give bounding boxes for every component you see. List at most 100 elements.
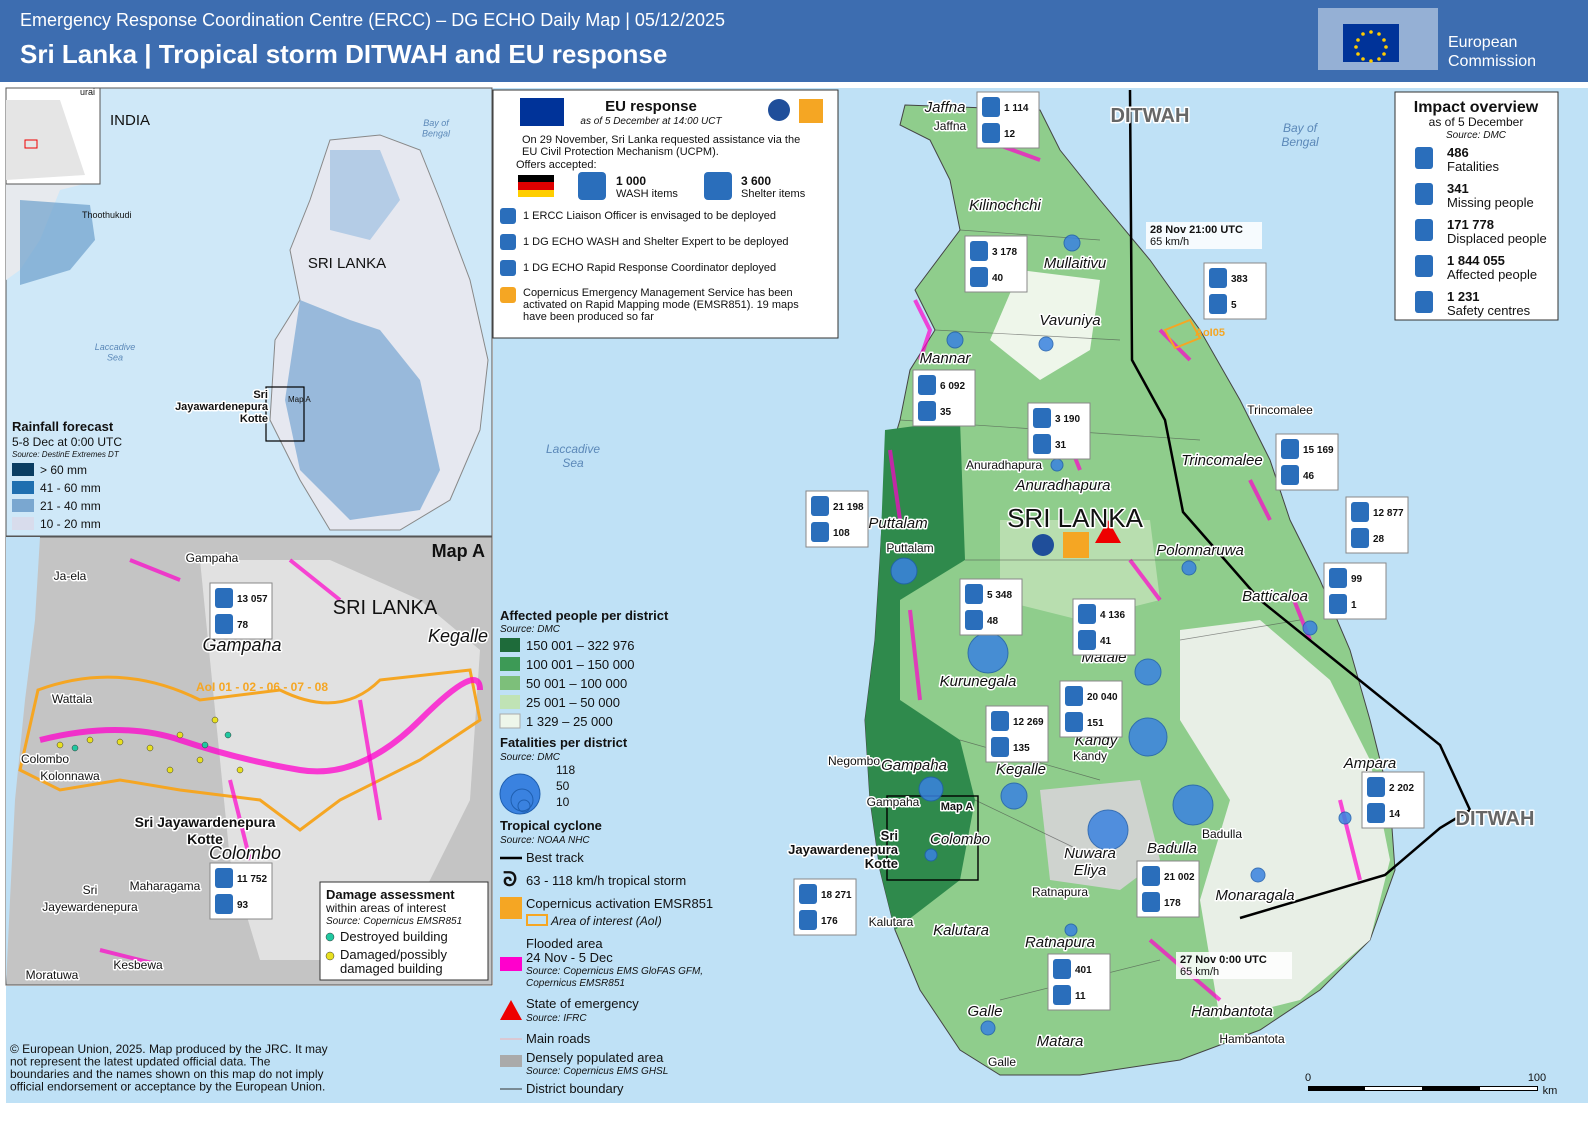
header-title: Sri Lanka | Tropical storm DITWAH and EU… [20, 39, 667, 69]
callout: 21 002 178 [1136, 860, 1200, 918]
shelter-icon [1281, 465, 1299, 485]
svg-text:ᘐ: ᘐ [503, 869, 517, 891]
map-a-aoi: AoI 01 - 02 - 06 - 07 - 08 [196, 680, 328, 694]
inset-place: Thoothukudi [82, 210, 132, 220]
shelter-icon [1351, 528, 1369, 548]
displaced-icon [1367, 777, 1385, 797]
city-label: Anuradhapura [966, 458, 1042, 472]
shelter-value: 46 [1303, 471, 1315, 482]
impact-source: Source: DMC [1446, 130, 1507, 141]
shelter-icon [215, 894, 233, 914]
scale-label: 100 [1528, 1072, 1546, 1084]
displaced-icon [215, 868, 233, 888]
callout: 6 092 35 [912, 369, 976, 427]
shelter-icon [1142, 892, 1160, 912]
district-label: Colombo [930, 831, 990, 848]
legend-swatches: ᘐ [499, 638, 548, 1090]
shelter-value: 41 [1100, 636, 1112, 647]
city-label: Gampaha [867, 795, 920, 809]
inset-bay: Bengal [422, 128, 451, 138]
shelter-value: 12 [1004, 129, 1016, 140]
storm-name: DITWAH [1456, 808, 1535, 830]
damage-subtitle: within areas of interest [325, 901, 447, 915]
shelter-value: 11 [1075, 991, 1086, 1002]
inset-place: urai [80, 87, 95, 97]
shelter-icon [215, 614, 233, 634]
district-label: Nuwara [1064, 845, 1116, 862]
legend-size: 10 [556, 795, 570, 809]
legend-title: Fatalities per district [500, 735, 628, 750]
displaced-icon [1033, 408, 1051, 428]
country-label: SRI LANKA [1007, 503, 1143, 533]
city-label: Jaffna [934, 119, 967, 133]
damage-item: Damaged/possibly [340, 947, 447, 962]
eu-item-label: WASH items [616, 188, 678, 200]
sea-strip [6, 986, 493, 1103]
legend-class: 1 329 – 25 000 [526, 714, 613, 729]
callout: 20 040 151 [1059, 680, 1123, 738]
district-label: Gampaha [881, 757, 947, 774]
map-a-capital: Sri Jayawardenepura [135, 814, 276, 830]
district-label: Galle [967, 1003, 1002, 1020]
eu-deployment: 1 DG ECHO Rapid Response Coordinator dep… [523, 262, 776, 274]
legend-source: Source: NOAA NHC [500, 835, 590, 846]
disclaimer: not represent the latest updated officia… [10, 1055, 271, 1069]
shelter-icon [970, 267, 988, 287]
district-label: Kegalle [996, 761, 1046, 778]
impact-title: Impact overview [1414, 99, 1539, 116]
track-speed: 65 km/h [1180, 966, 1219, 978]
eu-request: EU Civil Protection Mechanism (UCPM). [522, 146, 719, 158]
rain-swatch [12, 463, 34, 476]
eu-offers: Offers accepted: [516, 159, 597, 171]
city-label: Negombo [828, 754, 880, 768]
city-label: Badulla [1202, 827, 1242, 841]
legend-item: Copernicus activation EMSR851 [526, 896, 713, 911]
district-label: Badulla [1147, 840, 1197, 857]
sea-label: Laccadive [546, 442, 600, 456]
rain-legend-source: Source: DestinE Extremes DT [12, 450, 120, 459]
shelter-icon [991, 737, 1009, 757]
shelter-icon [799, 910, 817, 930]
rain-legend-item: 10 - 20 mm [40, 517, 101, 531]
sea-label: Sea [562, 456, 584, 470]
impact-value: 486 [1447, 145, 1469, 160]
displaced-value: 6 092 [940, 381, 965, 392]
district-label: Ampara [1343, 755, 1397, 772]
capital-label: Sri [881, 828, 898, 843]
eu-item-amount: 3 600 [741, 174, 771, 188]
impact-icon [1415, 147, 1433, 169]
callout: 3 178 40 [964, 235, 1028, 293]
callout: 18 271 176 [793, 878, 857, 936]
displaced-icon [1209, 268, 1227, 288]
displaced-value: 99 [1351, 574, 1363, 585]
rain-swatch [12, 499, 34, 512]
legend-class: 150 001 – 322 976 [526, 638, 634, 653]
map-a-place: Gampaha [186, 551, 239, 565]
disclaimer: official endorsement or acceptance by th… [10, 1080, 325, 1094]
impact-value: 1 844 055 [1447, 253, 1505, 268]
shelter-icon [918, 401, 936, 421]
impact-date: as of 5 December [1429, 115, 1524, 129]
impact-value: 1 231 [1447, 289, 1480, 304]
inset-bay: Bay of [423, 118, 450, 128]
displaced-value: 1 114 [1004, 103, 1029, 114]
rain-legend-title: Rainfall forecast [12, 419, 114, 434]
shelter-icon [982, 123, 1000, 143]
district-label: Ratnapura [1025, 934, 1095, 951]
callout: 3 190 31 [1027, 402, 1091, 460]
map-a-country: SRI LANKA [333, 597, 438, 619]
city-label: Trincomalee [1247, 403, 1313, 417]
eu-item-amount: 1 000 [616, 174, 646, 188]
displaced-value: 401 [1075, 965, 1092, 976]
district-label: Kurunegala [940, 673, 1017, 690]
legend-item: 63 - 118 km/h tropical storm [526, 873, 686, 888]
callout: 12 877 28 [1345, 496, 1409, 554]
impact-value: 171 778 [1447, 217, 1494, 232]
rain-swatch [12, 481, 34, 494]
displaced-value: 383 [1231, 274, 1248, 285]
district-label: Hambantota [1191, 1003, 1273, 1020]
logo-text: Commission [1448, 53, 1536, 70]
impact-label: Displaced people [1447, 231, 1547, 246]
shelter-icon [1065, 712, 1083, 732]
